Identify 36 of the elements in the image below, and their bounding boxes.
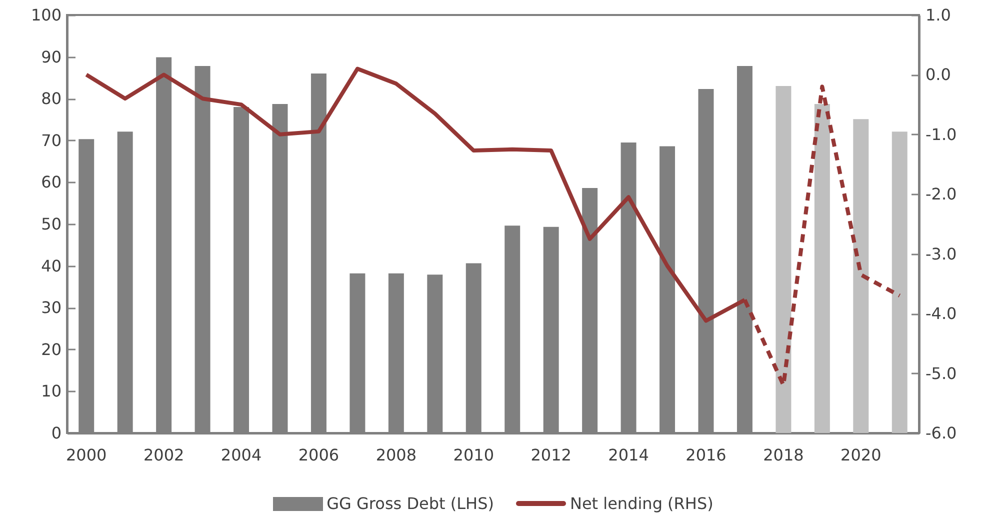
y2-tick-label: 0.0: [926, 65, 951, 84]
x-tick-label: 2012: [530, 446, 572, 464]
x-tick-label: 2002: [143, 446, 184, 464]
x-tick-label: 2010: [453, 446, 494, 464]
y-tick-label: 50: [41, 214, 62, 234]
x-tick-label: 2016: [686, 446, 726, 464]
y-tick-label: 10: [41, 382, 62, 401]
x-tick-label: 2020: [840, 446, 882, 464]
x-tick-label: 2006: [298, 446, 340, 464]
x-tick-label: 2000: [66, 446, 107, 464]
y2-tick-label: -5.0: [926, 364, 957, 383]
y-tick-label: 20: [41, 340, 62, 359]
bar: [776, 86, 792, 433]
y2-tick-label: -3.0: [926, 244, 957, 264]
y-tick-label: 40: [41, 256, 62, 276]
x-tick-label: 2008: [376, 446, 417, 464]
y2-tick-label: -6.0: [926, 424, 957, 442]
y-tick-label: 80: [41, 89, 62, 108]
x-tick-label: 2018: [763, 446, 804, 464]
legend-label: Net lending (RHS): [570, 494, 714, 513]
y2-tick-label: 1.0: [926, 6, 951, 24]
y-tick-label: 30: [41, 298, 62, 318]
bar: [814, 104, 830, 433]
y-tick-label: 100: [30, 6, 62, 24]
bar: [892, 132, 908, 433]
x-tick-label: 2014: [608, 446, 649, 464]
y2-tick-label: -2.0: [926, 184, 957, 204]
y2-tick-label: -1.0: [926, 124, 957, 144]
x-tick-label: 2004: [220, 446, 262, 464]
y-tick-label: 0: [51, 424, 62, 442]
bar: [853, 119, 869, 433]
y-tick-label: 70: [41, 130, 62, 150]
y-tick-label: 60: [41, 172, 62, 192]
y2-tick-label: -4.0: [926, 304, 957, 324]
y-tick-label: 90: [41, 47, 62, 66]
legend-label: GG Gross Debt (LHS): [326, 494, 494, 513]
